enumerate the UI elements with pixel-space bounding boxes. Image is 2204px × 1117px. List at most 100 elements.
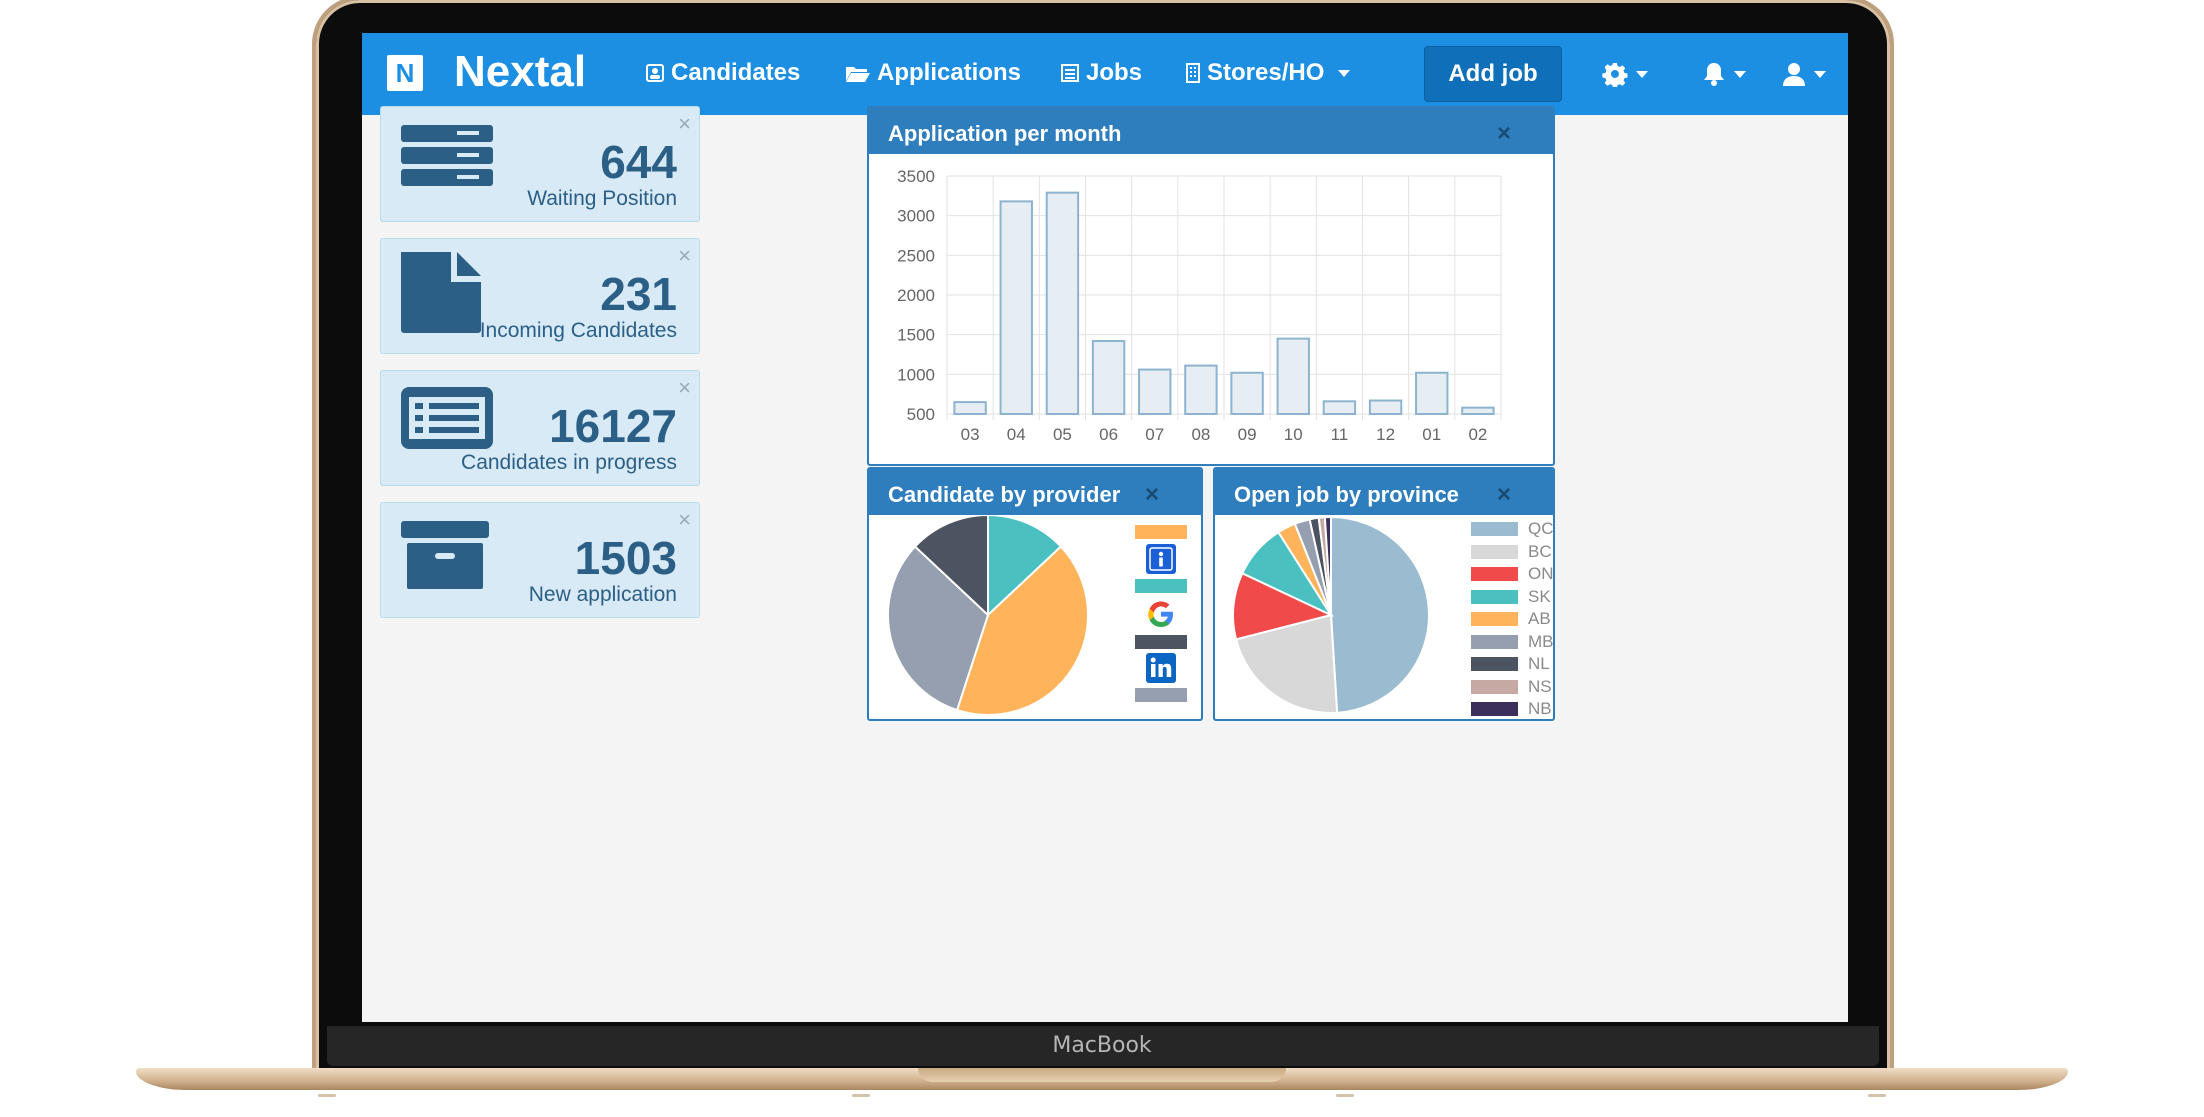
legend-swatch [1471, 522, 1518, 536]
legend-item[interactable]: BC [1471, 542, 1552, 562]
stat-card-candidates-in-progress: 16127 Candidates in progress × [380, 370, 700, 486]
chevron-down-icon [1636, 70, 1648, 78]
y-tick-label: 2000 [897, 286, 935, 305]
legend-swatch [1471, 679, 1518, 694]
list-card-icon [401, 387, 493, 449]
legend-swatch [1471, 612, 1518, 626]
list-icon [1061, 64, 1079, 82]
nav-stores-ho[interactable]: Stores/HO [1185, 59, 1351, 87]
nav-stores-ho-label: Stores/HO [1207, 59, 1325, 86]
x-tick-label: 11 [1331, 425, 1349, 444]
pie-slice[interactable] [1232, 571, 1334, 641]
x-tick-label: 08 [1191, 425, 1210, 444]
pie-slice[interactable] [1323, 515, 1332, 616]
legend-item[interactable]: NS [1471, 677, 1552, 697]
nav-applications[interactable]: Applications [845, 59, 1021, 87]
contact-card-icon [646, 64, 664, 82]
bar[interactable] [953, 401, 987, 416]
y-tick-label: 3500 [897, 167, 935, 186]
bar[interactable] [1138, 368, 1172, 415]
bar[interactable] [1368, 399, 1403, 416]
stat-label: Waiting Position [527, 187, 677, 210]
stat-card-incoming-candidates: 231 Incoming Candidates × [380, 238, 700, 354]
laptop-foot [318, 1094, 336, 1097]
close-icon[interactable]: × [678, 375, 691, 400]
close-icon[interactable]: × [678, 507, 691, 532]
panel-title: Open job by province [1234, 482, 1459, 507]
bar[interactable] [1091, 340, 1126, 415]
globe-icon [1149, 719, 1179, 721]
legend-item[interactable]: NL [1471, 654, 1550, 674]
pie-chart-provider [887, 515, 1089, 716]
legend-label: AB [1528, 609, 1551, 628]
chevron-down-icon [1814, 70, 1826, 78]
stat-label: Candidates in progress [461, 451, 677, 474]
close-icon[interactable]: × [1144, 481, 1159, 508]
brand-logo[interactable]: N [387, 55, 423, 91]
user-icon [1783, 63, 1805, 86]
legend-swatch [1471, 589, 1518, 604]
close-icon[interactable]: × [678, 243, 691, 268]
legend-item[interactable]: SK [1471, 587, 1551, 607]
laptop-notch [918, 1068, 1286, 1082]
x-tick-label: 04 [1007, 425, 1026, 444]
stat-value: 231 [600, 268, 677, 320]
pie-slice[interactable] [913, 515, 989, 618]
chevron-down-icon [1338, 69, 1351, 77]
close-icon[interactable]: × [1496, 481, 1511, 508]
bar-chart: 500 1000 1500 2000 2500 3000 3500 03 04 05 06 07 08 0… [897, 167, 1502, 444]
pie-slice[interactable] [987, 515, 1063, 618]
nav-candidates[interactable]: Candidates [645, 59, 800, 87]
close-icon[interactable]: × [1496, 120, 1511, 147]
stat-card-new-application: 1503 New application × [380, 502, 700, 618]
bar[interactable] [1276, 337, 1310, 415]
nav-jobs[interactable]: Jobs [1060, 59, 1142, 87]
pie-chart-province [1232, 515, 1430, 714]
legend-label: NL [1528, 654, 1550, 673]
x-tick-label: 12 [1376, 425, 1395, 444]
legend-swatch [1471, 702, 1518, 716]
bar[interactable] [999, 200, 1033, 415]
settings-menu[interactable] [1602, 57, 1648, 91]
stat-label: New application [528, 583, 677, 606]
bar[interactable] [1230, 371, 1264, 416]
notifications-menu[interactable] [1702, 57, 1746, 91]
pie-slice[interactable] [1330, 515, 1430, 714]
bar[interactable] [1415, 371, 1449, 416]
user-menu[interactable] [1782, 57, 1826, 91]
gear-icon [1602, 62, 1628, 87]
panel-title: Application per month [888, 121, 1122, 146]
panel-title: Candidate by provider [888, 482, 1121, 507]
close-icon[interactable]: × [678, 111, 691, 136]
laptop-chin [327, 1026, 1879, 1066]
panel-header: Application per month × [869, 108, 1553, 154]
y-tick-label: 3000 [897, 207, 935, 226]
panel-candidate-by-provider: Candidate by provider × [867, 467, 1203, 721]
legend-item[interactable]: NB [1471, 699, 1552, 719]
laptop-foot [1336, 1094, 1354, 1097]
pie-slice[interactable] [1234, 613, 1339, 714]
panel-application-per-month: Application per month × 500 1000 1500 2000 2… [867, 106, 1555, 466]
bar[interactable] [1045, 191, 1080, 415]
x-tick-label: 05 [1053, 425, 1072, 444]
brand-name[interactable]: Nextal [454, 47, 587, 96]
nav-jobs-label: Jobs [1086, 59, 1143, 86]
laptop-foot [852, 1094, 870, 1097]
legend-item[interactable]: QC [1471, 519, 1553, 539]
legend-item[interactable]: ON [1471, 564, 1553, 584]
legend-item[interactable]: AB [1471, 609, 1551, 629]
top-navbar: N Nextal Candidates Applications [362, 33, 1848, 115]
bar[interactable] [1461, 406, 1495, 416]
pie-slice[interactable] [955, 545, 1089, 716]
indeed-icon [1146, 544, 1176, 574]
x-tick-label: 07 [1145, 425, 1164, 444]
add-job-button[interactable]: Add job [1424, 46, 1562, 102]
bar[interactable] [1322, 400, 1357, 416]
bar[interactable] [1184, 364, 1218, 416]
pie-slice[interactable] [887, 545, 990, 712]
file-icon [401, 252, 481, 333]
panel-open-job-by-province: Open job by province × QC BC ON SK AB MB NL NS N… [1213, 467, 1555, 721]
stat-label: Incoming Candidates [479, 319, 677, 342]
legend-item[interactable]: MB [1471, 632, 1553, 652]
panel-header: Candidate by provider × [869, 469, 1201, 515]
